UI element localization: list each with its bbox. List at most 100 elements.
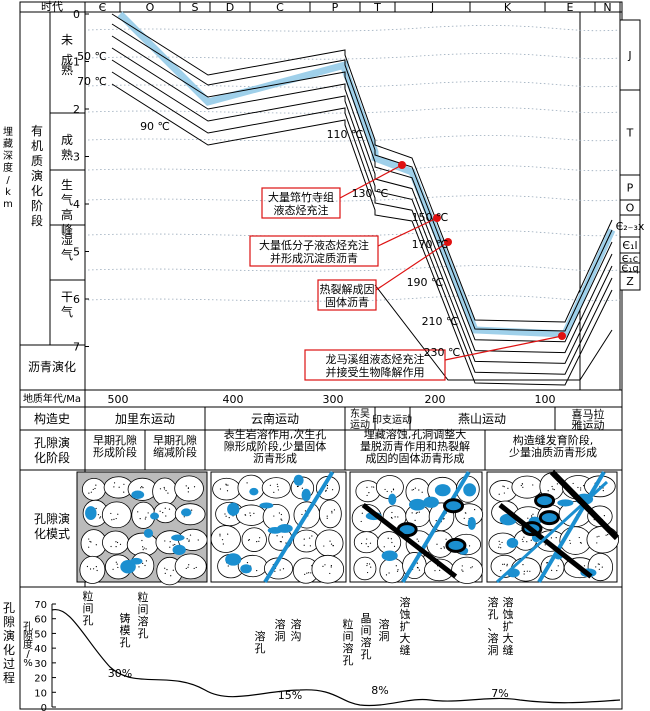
period-label-4: C (276, 1, 284, 14)
pore-panel-3 (486, 469, 620, 584)
svg-text:质: 质 (31, 154, 43, 168)
tectonic-label: 构造史 (34, 411, 70, 426)
svg-text:溶: 溶 (379, 617, 390, 631)
isotherm-label-9: 230 ℃ (424, 346, 461, 359)
svg-text:粒: 粒 (83, 589, 94, 603)
pore-panel-1 (210, 470, 347, 584)
isotherm-3 (87, 107, 620, 114)
svg-text:化: 化 (31, 184, 43, 198)
svg-text:过: 过 (3, 657, 15, 671)
tectonic-yanshan: 燕山运动 (458, 412, 506, 426)
svg-text:溶: 溶 (343, 641, 354, 655)
depth-tick-3: 3 (73, 151, 80, 164)
svg-text:溶: 溶 (361, 635, 372, 649)
svg-text:铸: 铸 (120, 611, 131, 625)
age-tick-200: 200 (425, 393, 446, 406)
pore-type-10: 溶孔、溶洞 (488, 595, 499, 657)
basin-bottom-line (374, 284, 613, 381)
tectonic-himalayan: 喜马拉 (572, 407, 605, 421)
svg-text:形成阶段: 形成阶段 (93, 445, 137, 459)
strata-label-7: Є₁q (621, 264, 638, 275)
svg-text:隙: 隙 (3, 615, 15, 629)
svg-text:/: / (26, 649, 30, 660)
stage-1: 成 (61, 133, 73, 147)
isotherm-label-2: 90 ℃ (140, 120, 170, 133)
svg-text:气: 气 (61, 304, 73, 319)
svg-text:间: 间 (343, 630, 354, 643)
svg-text:溶: 溶 (400, 595, 411, 609)
svg-text:扩: 扩 (503, 619, 514, 633)
svg-text:孔: 孔 (138, 627, 149, 640)
annotation-2: 热裂解成因 (320, 282, 375, 296)
isotherm-label-1: 70 ℃ (77, 75, 107, 88)
period-label-5: P (332, 1, 339, 14)
svg-text:洞: 洞 (488, 644, 499, 657)
pore-type-5: 溶沟 (291, 617, 302, 643)
annotation-box-0 (261, 187, 341, 219)
svg-text:成因的固体沥青形成: 成因的固体沥青形成 (366, 451, 465, 465)
porosity-value-7: 7% (491, 687, 508, 700)
svg-text:气: 气 (61, 192, 73, 207)
isotherm-6 (87, 195, 620, 202)
svg-text:液态烃充注: 液态烃充注 (274, 203, 329, 217)
svg-text:孔: 孔 (83, 614, 94, 627)
svg-text:量脱沥青作用和热裂解: 量脱沥青作用和热裂解 (360, 439, 470, 453)
porosity-tick-60: 60 (34, 615, 47, 626)
burial-line-0 (111, 13, 613, 323)
pore-type-1: 铸模孔 (120, 611, 131, 649)
stage-0: 未 (61, 33, 73, 47)
isotherm-label-8: 210 ℃ (422, 315, 459, 328)
svg-text:段: 段 (31, 213, 43, 228)
depth-tick-2: 2 (73, 103, 80, 116)
burial-line-2 (111, 35, 613, 343)
pore-stage-0: 早期孔隙 (93, 433, 137, 447)
svg-text:并接受生物降解作用: 并接受生物降解作用 (326, 365, 425, 379)
svg-text:机: 机 (31, 139, 43, 153)
porosity-tick-0: 0 (41, 703, 47, 711)
annotation-3: 龙马溪组液态烃充注 (326, 352, 425, 366)
isotherm-label-3: 110 ℃ (327, 128, 364, 141)
porosity-curve (51, 609, 621, 707)
depth-tick-4: 4 (73, 198, 80, 211)
svg-text:粒: 粒 (138, 590, 149, 604)
svg-text:晶: 晶 (361, 612, 372, 625)
svg-text:缝: 缝 (503, 643, 514, 657)
pore-panel-2 (349, 470, 484, 584)
svg-text:、: 、 (488, 620, 499, 633)
isotherm-label-4: 130 ℃ (352, 187, 389, 200)
svg-text:阶: 阶 (31, 199, 43, 213)
isotherm-2 (87, 81, 620, 88)
burial-line-5 (111, 71, 613, 375)
pore-stage-3: 埋藏溶蚀,孔洞调整大 (364, 427, 467, 441)
svg-text:熟: 熟 (61, 147, 73, 162)
annotation-1: 大量低分子液态烃充注 (259, 238, 369, 252)
depth-tick-5: 5 (73, 246, 80, 259)
tectonic-yunnan: 云南运动 (251, 411, 299, 426)
svg-text:化: 化 (3, 643, 15, 657)
svg-text:蚀: 蚀 (400, 607, 411, 621)
svg-text:m: m (3, 199, 13, 210)
svg-text:埋: 埋 (3, 126, 13, 138)
svg-text:雅运动: 雅运动 (572, 418, 605, 432)
stage-4: 干 (61, 290, 73, 304)
svg-text:孔: 孔 (120, 636, 131, 649)
svg-text:少量油质沥青形成: 少量油质沥青形成 (509, 445, 597, 459)
svg-text:溶: 溶 (275, 617, 286, 631)
porosity-tick-30: 30 (34, 659, 47, 670)
period-label-7: J (430, 1, 434, 14)
strata-label-4: Є₂₋₃x (616, 220, 645, 233)
burial-line-3 (111, 47, 613, 354)
svg-text:并形成沉淀质沥青: 并形成沉淀质沥青 (270, 251, 358, 265)
porosity-axis-label: 孔隙度/% (23, 621, 33, 669)
svg-text:模: 模 (120, 624, 131, 637)
svg-text:大: 大 (400, 631, 411, 645)
svg-text:演: 演 (31, 168, 43, 183)
svg-text:缩减阶段: 缩减阶段 (153, 445, 197, 459)
svg-text:隙: 隙 (23, 629, 33, 642)
strata-label-2: P (627, 182, 634, 195)
